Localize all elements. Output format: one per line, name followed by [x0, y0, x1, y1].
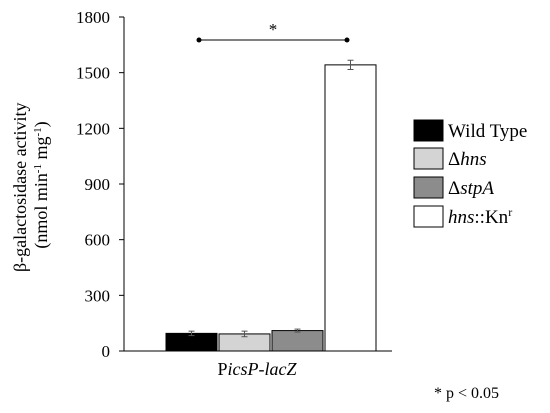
legend-label-hns-knr: hns::Knr: [448, 205, 512, 228]
legend-swatch-stpa: [413, 176, 444, 199]
y-axis-title-unit-c: ): [31, 121, 52, 127]
y-tick-label: 1800: [76, 8, 110, 27]
bar-4: [324, 64, 377, 352]
significance-bracket: *: [196, 20, 350, 43]
significance-star: *: [269, 20, 278, 39]
x-category-label: PicsP-lacZ: [217, 359, 297, 379]
legend-swatch-wild-type: [413, 119, 444, 142]
legend-swatch-hns-knr: [413, 205, 444, 228]
y-axis-title-unit-sup2: -1: [32, 127, 44, 136]
y-axis-title-unit-sup1: -1: [32, 164, 44, 173]
bracket-end-right: [344, 37, 350, 43]
y-tick-label: 900: [85, 175, 111, 194]
y-tick-labels: 0 300 600 900 1200 1500 1800: [76, 8, 124, 361]
legend-label-stpa: ΔstpA: [448, 178, 494, 199]
y-tick-label: 1500: [76, 64, 110, 83]
y-tick-label: 600: [85, 231, 111, 250]
y-axis-title: β-galactosidase activity (nmol min-1 mg-…: [10, 98, 52, 272]
bar-3: [271, 330, 324, 352]
legend-swatch-hns: [413, 147, 444, 170]
y-tick-label: 1200: [76, 119, 110, 138]
y-tick-label: 300: [85, 286, 111, 305]
legend-label-wild-type: Wild Type: [448, 121, 527, 142]
bracket-end-left: [196, 37, 202, 43]
y-axis-title-line1: β-galactosidase activity: [10, 102, 30, 272]
y-tick-label: 0: [102, 342, 111, 361]
y-axis-title-unit-b: mg: [31, 136, 51, 164]
legend: Wild Type Δhns ΔstpA hns::Knr: [413, 119, 527, 228]
y-axis-title-unit-a: (nmol min: [31, 173, 52, 249]
bars: [165, 59, 377, 352]
footnote: * p < 0.05: [434, 385, 499, 402]
legend-label-hns: Δhns: [448, 149, 487, 170]
